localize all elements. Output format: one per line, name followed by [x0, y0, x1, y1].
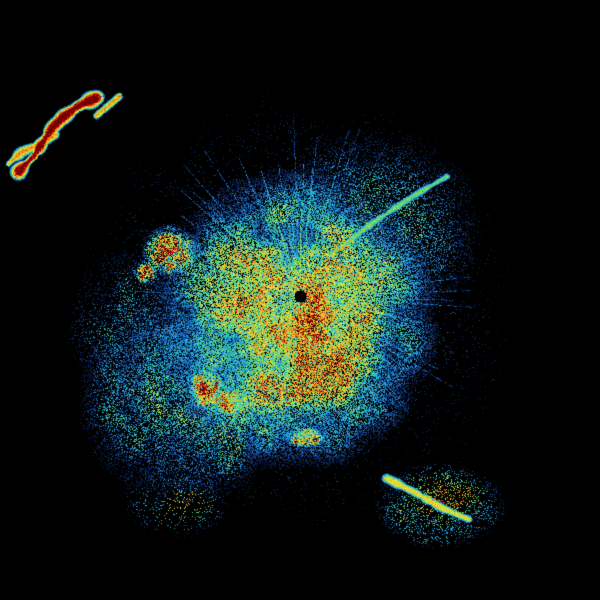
radar-reflectivity-display: jet-reflectivity [0, 0, 600, 600]
radar-echo-canvas [0, 0, 600, 600]
